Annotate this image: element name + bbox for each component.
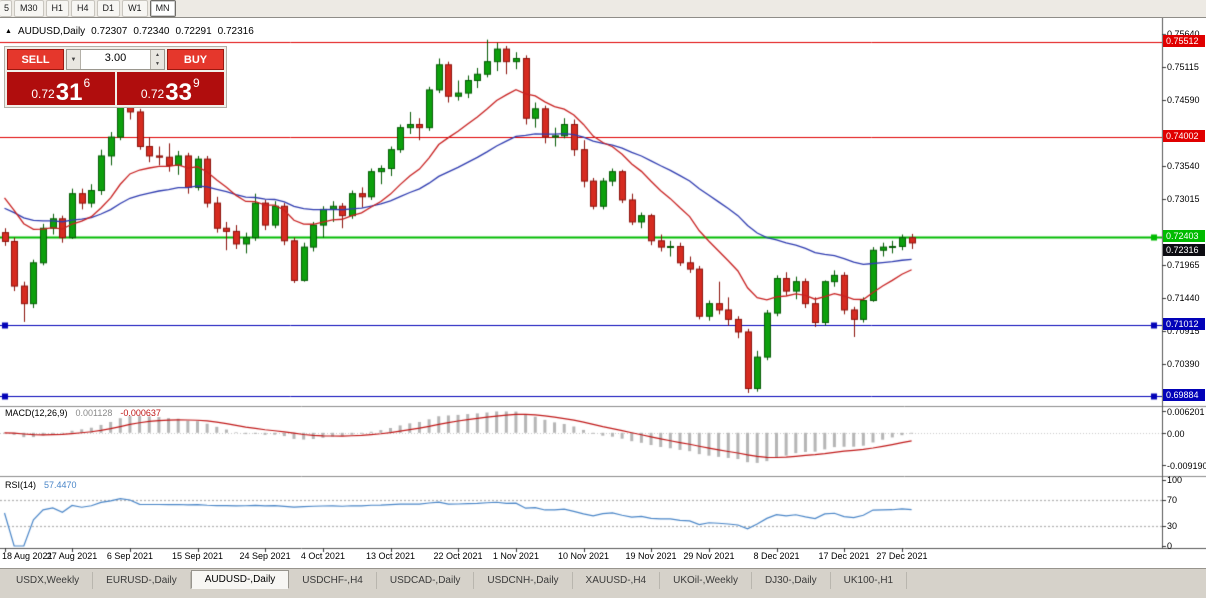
chart-window: ▲ AUDUSD,Daily 0.72307 0.72340 0.72291 0… [0,18,1206,568]
price-scale-tick: 0.74590 [1167,95,1200,105]
tab-usdchf-h4[interactable]: USDCHF-,H4 [289,572,377,589]
buy-price-sup-digit: 9 [192,76,200,90]
rsi-indicator-label: RSI(14) 57.4470 [5,480,77,490]
bottom-strip [0,589,1206,598]
volume-dropdown-button[interactable]: ▼ [67,50,81,69]
buy-price-big-digits: 33 [165,78,192,106]
tab-uk100-h1[interactable]: UK100-,H1 [831,572,908,589]
volume-field[interactable]: ▼ 3.00 ▲ ▼ [66,49,165,70]
price-level-label-0.69884[interactable]: 0.69884 [1163,388,1205,401]
macd-name: MACD(12,26,9) [5,408,68,418]
price-scale-tick: 0.70915 [1167,326,1200,336]
date-label: 1 Nov 2021 [492,551,539,561]
date-label: 27 Aug 2021 [46,551,98,561]
price-scale-tick: 0.73015 [1167,194,1200,204]
chart-ohlc-info: ▲ AUDUSD,Daily 0.72307 0.72340 0.72291 0… [5,26,254,37]
date-label: 6 Sep 2021 [106,551,153,561]
trade-controls-row: SELL ▼ 3.00 ▲ ▼ BUY [7,49,224,70]
price-scale-tick: 0.75115 [1167,62,1199,72]
ohlc-close: 0.72316 [217,26,254,37]
timeframe-button-5[interactable]: 5 [0,0,12,17]
timeframe-button-w1[interactable]: W1 [122,0,148,17]
sell-price-sup-digit: 6 [83,76,91,90]
current-price-label: 0.72316 [1163,243,1205,256]
price-scale-tick: 0.71440 [1167,293,1200,303]
tab-usdcad-daily[interactable]: USDCAD-,Daily [377,572,475,589]
rsi-value: 57.4470 [44,480,77,490]
date-label: 22 Oct 2021 [433,551,483,561]
tab-usdx-weekly[interactable]: USDX,Weekly [3,572,94,589]
price-scale-tick: 0.70390 [1167,359,1200,369]
rsi-scale-label: 70 [1167,494,1178,505]
macd-indicator-label: MACD(12,26,9) 0.001128 -0.000637 [5,408,161,418]
ohlc-low: 0.72291 [175,26,212,37]
collapse-arrow-icon[interactable]: ▲ [5,28,12,35]
one-click-trading-panel: SELL ▼ 3.00 ▲ ▼ BUY 0.72 31 6 [4,46,227,108]
trade-prices-row: 0.72 31 6 0.72 33 9 [7,72,224,105]
tab-audusd-daily[interactable]: AUDUSD-,Daily [190,570,290,589]
price-scale-tick: 0.75640 [1167,28,1200,39]
rsi-scale-label: 100 [1167,475,1183,485]
date-label: 24 Sep 2021 [239,551,291,561]
price-chart-canvas[interactable] [0,18,1206,568]
timeframe-button-m30[interactable]: M30 [14,0,44,17]
date-label: 13 Oct 2021 [365,551,416,561]
rsi-scale-label: 30 [1167,521,1178,532]
price-scale-tick: 0.73540 [1167,161,1200,171]
ohlc-high: 0.72340 [133,26,170,37]
symbol-title: AUDUSD,Daily [17,26,86,37]
date-label: 8 Dec 2021 [753,551,800,561]
rsi-name: RSI(14) [5,480,37,490]
date-label: 18 Aug 2021 [2,551,53,561]
volume-value[interactable]: 3.00 [104,52,127,64]
sell-price-big-digits: 31 [55,78,83,106]
timeframe-button-d1[interactable]: D1 [96,0,121,17]
macd-signal-value: -0.000637 [120,408,161,418]
rsi-scale-label: 0 [1167,541,1173,551]
buy-price-display[interactable]: 0.72 33 9 [116,72,224,106]
macd-scale-label: 0.00 [1167,428,1185,439]
timeframe-button-mn[interactable]: MN [149,0,176,17]
macd-main-value: 0.001128 [75,408,113,418]
price-level-label-0.72403[interactable]: 0.72403 [1163,230,1205,243]
price-scale-tick: 0.71965 [1167,260,1200,270]
tab-usdcnh-daily[interactable]: USDCNH-,Daily [474,572,573,589]
tab-xauusd-h4[interactable]: XAUUSD-,H4 [573,572,661,589]
macd-scale-label: -0.009190 [1167,461,1206,472]
macd-scale-label: 0.006201 [1167,406,1205,417]
sell-price-display[interactable]: 0.72 31 6 [7,72,115,105]
price-level-label-0.74002[interactable]: 0.74002 [1163,129,1205,142]
tab-ukoil-weekly[interactable]: UKOil-,Weekly [660,572,752,589]
volume-increase-button[interactable]: ▲ [155,51,160,58]
volume-stepper[interactable]: ▲ ▼ [150,50,164,69]
buy-button[interactable]: BUY [167,49,224,70]
chart-tabs-bar: USDX,Weekly EURUSD-,Daily AUDUSD-,Daily USD… [0,568,1206,589]
date-label: 29 Nov 2021 [683,551,735,561]
tab-dj30-daily[interactable]: DJ30-,Daily [752,572,831,589]
date-label: 10 Nov 2021 [557,551,610,561]
sell-button[interactable]: SELL [7,49,64,70]
price-level-label-0.71012[interactable]: 0.71012 [1163,317,1205,330]
buy-price-prefix: 0.72 [140,87,165,101]
date-label: 17 Dec 2021 [818,551,870,561]
tab-eurusd-daily[interactable]: EURUSD-,Daily [93,572,191,589]
date-label: 15 Sep 2021 [171,551,224,561]
date-label: 19 Nov 2021 [625,551,677,561]
sell-price-prefix: 0.72 [31,87,55,101]
timeframe-button-h1[interactable]: H1 [45,0,70,17]
date-label: 27 Dec 2021 [876,551,928,561]
date-label: 4 Oct 2021 [300,551,345,561]
timeframe-toolbar: 5 M30 H1 H4 D1 W1 MN [0,0,1206,18]
price-level-label-0.75512[interactable]: 0.75512 [1163,35,1205,48]
timeframe-button-h4[interactable]: H4 [71,0,95,17]
ohlc-open: 0.72307 [91,26,128,37]
volume-decrease-button[interactable]: ▼ [155,61,160,68]
